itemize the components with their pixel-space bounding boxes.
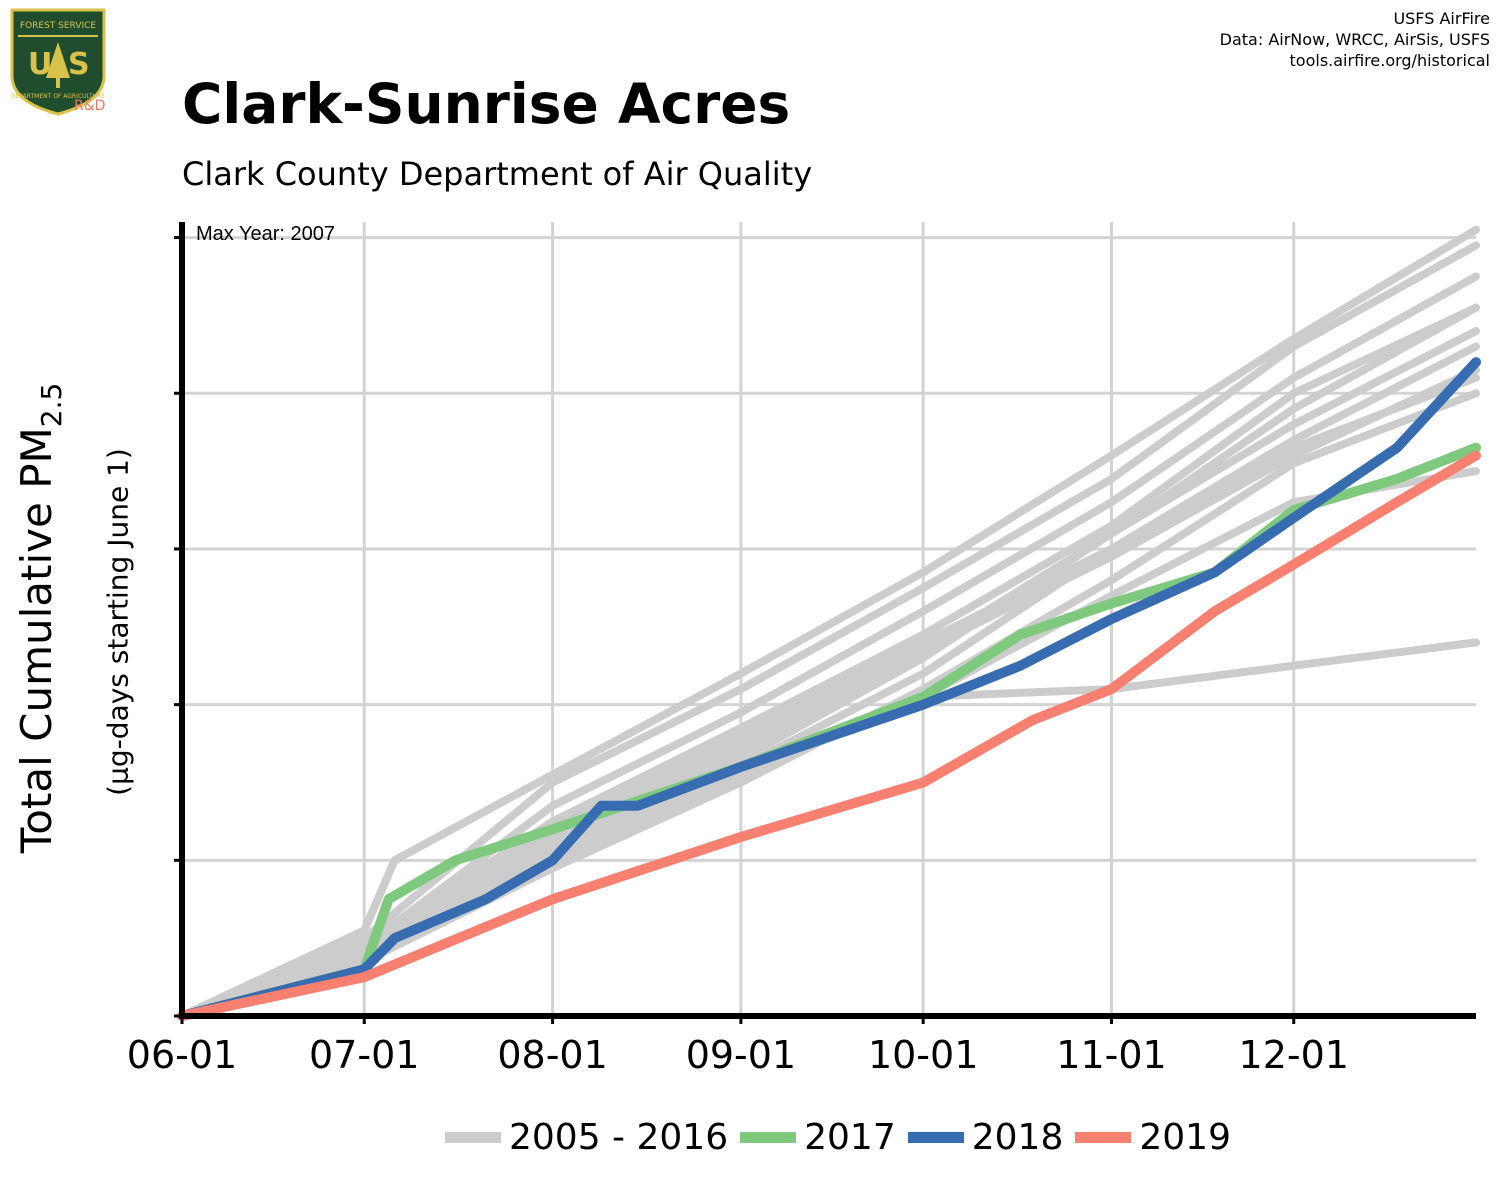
legend-item-2017: 2017 bbox=[740, 1117, 896, 1158]
legend-item-historical: 2005 - 2016 bbox=[445, 1117, 728, 1158]
x-tick-label: 08-01 bbox=[497, 1033, 607, 1077]
x-tick-label: 06-01 bbox=[127, 1033, 237, 1077]
rd-label: R&D bbox=[74, 98, 106, 114]
credit-line: USFS AirFire bbox=[1393, 9, 1490, 28]
legend-item-2018: 2018 bbox=[907, 1116, 1064, 1158]
legend-label-historical: 2005 - 2016 bbox=[509, 1116, 729, 1158]
legend-swatch-historical bbox=[445, 1131, 501, 1143]
x-tick-label: 09-01 bbox=[686, 1033, 796, 1077]
svg-text:S: S bbox=[68, 47, 90, 82]
legend-swatch-2018 bbox=[907, 1131, 964, 1143]
credit-line: tools.airfire.org/historical bbox=[1289, 51, 1490, 70]
credits: USFS AirFire Data: AirNow, WRCC, AirSis,… bbox=[1220, 8, 1490, 71]
logo-top-text: FOREST SERVICE bbox=[20, 21, 97, 31]
historical-line bbox=[178, 303, 1480, 1020]
logo-bottom-text: DEPARTMENT OF AGRICULTURE bbox=[11, 93, 105, 100]
historical-line bbox=[178, 241, 1480, 1020]
x-tick-label: 10-01 bbox=[868, 1033, 978, 1077]
historical-line bbox=[178, 327, 1480, 1020]
legend-swatch-2019 bbox=[1075, 1131, 1132, 1143]
series-line-2017 bbox=[177, 442, 1481, 1021]
chart-title: Clark-Sunrise Acres bbox=[182, 72, 791, 136]
x-tick-label: 11-01 bbox=[1056, 1033, 1166, 1077]
historical-line bbox=[178, 225, 1480, 1020]
legend-swatch-2017 bbox=[740, 1131, 797, 1143]
legend-label-2017: 2017 bbox=[804, 1116, 896, 1158]
legend-label-2019: 2019 bbox=[1139, 1116, 1231, 1158]
legend: 2005 - 2016 2017 2018 2019 bbox=[445, 1112, 1243, 1162]
series-line-2019 bbox=[177, 450, 1481, 1021]
max-year-annotation: Max Year: 2007 bbox=[196, 223, 335, 245]
chart-subtitle: Clark County Department of Air Quality bbox=[182, 155, 813, 193]
x-tick-label: 12-01 bbox=[1239, 1033, 1349, 1077]
forest-service-shield-icon: FOREST SERVICE U S DEPARTMENT OF AGRICUL… bbox=[10, 8, 106, 116]
credit-line: Data: AirNow, WRCC, AirSis, USFS bbox=[1219, 30, 1490, 49]
series-line-2018 bbox=[177, 357, 1481, 1021]
legend-label-2018: 2018 bbox=[971, 1116, 1064, 1158]
legend-item-2019: 2019 bbox=[1075, 1117, 1231, 1158]
x-tick-label: 07-01 bbox=[309, 1033, 419, 1077]
